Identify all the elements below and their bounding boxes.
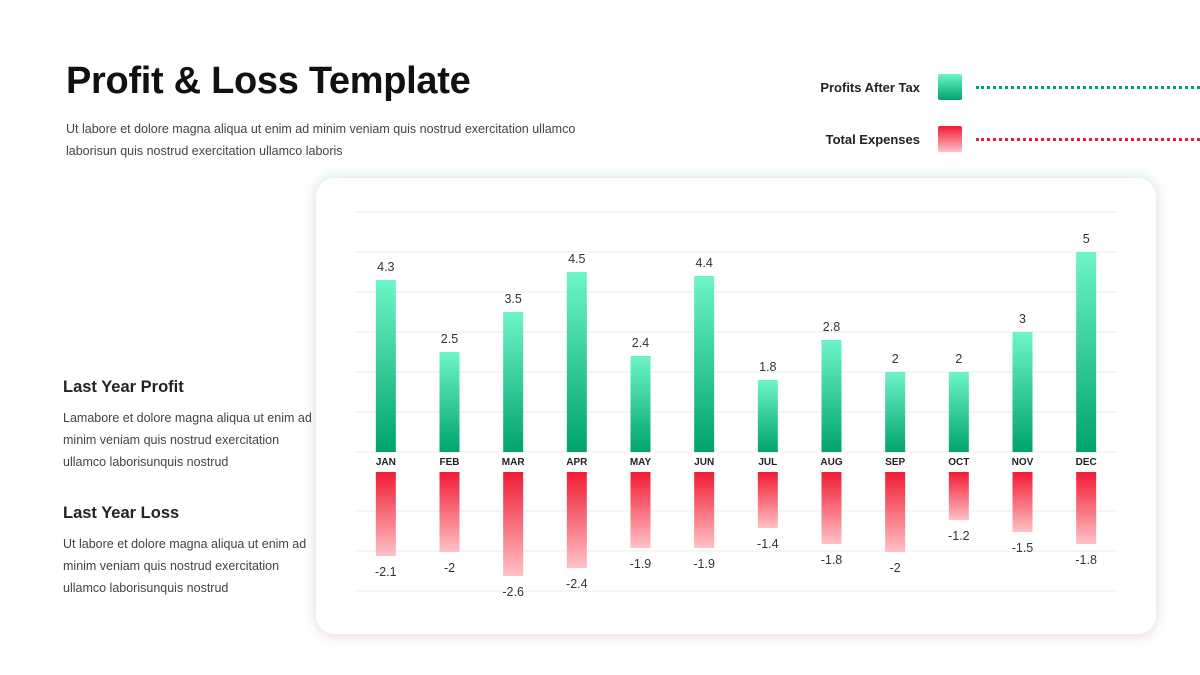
data-label-profit: 2 [892, 352, 899, 366]
data-label-profit: 4.4 [695, 256, 712, 270]
x-tick-label: MAR [502, 457, 526, 468]
bar-expense-oct [948, 472, 969, 520]
legend-item-profit: Profits After Tax [780, 74, 1200, 104]
bar-expense-aug [821, 472, 842, 544]
x-tick-label: JAN [376, 457, 396, 468]
bar-profit-nov [1012, 332, 1033, 452]
bar-profit-feb [439, 352, 460, 452]
x-tick-label: NOV [1012, 457, 1034, 468]
data-label-profit: 3 [1019, 312, 1026, 326]
x-tick-label: OCT [948, 457, 969, 468]
data-label-profit: 2 [955, 352, 962, 366]
chart-card: 4.3 JAN -2.1 2.5 FEB -2 3.5 MAR -2.6 4.5 APR -2.4 2.… [316, 178, 1156, 634]
x-tick-label: APR [566, 457, 588, 468]
bar-expense-jun [694, 472, 715, 548]
data-label-profit: 2.5 [441, 332, 458, 346]
x-tick-label: JUN [694, 457, 714, 468]
bar-expense-may [630, 472, 651, 548]
data-label-expense: -2.6 [502, 585, 524, 599]
loss-summary: Last Year Loss Ut labore et dolore magna… [63, 504, 313, 599]
bar-profit-aug [821, 340, 842, 452]
x-tick-label: JUL [758, 457, 777, 468]
bar-profit-sep [885, 372, 906, 452]
legend-item-expense: Total Expenses [780, 126, 1200, 156]
bar-profit-jun [694, 276, 715, 452]
legend-dotted-line-expense [976, 138, 1200, 141]
page-subtitle: Ut labore et dolore magna aliqua ut enim… [66, 122, 576, 158]
data-label-profit: 4.5 [568, 252, 585, 266]
profit-summary-text: Lamabore et dolore magna aliqua ut enim … [63, 411, 312, 469]
bar-profit-dec [1076, 252, 1097, 452]
loss-summary-text: Ut labore et dolore magna aliqua ut enim… [63, 537, 307, 595]
data-label-expense: -1.8 [1075, 553, 1097, 567]
legend-swatch-expense [938, 126, 962, 152]
data-label-expense: -2 [444, 561, 455, 575]
bar-profit-jan [375, 280, 396, 452]
x-tick-label: FEB [440, 457, 460, 468]
bar-expense-apr [566, 472, 587, 568]
data-label-expense: -2.1 [375, 565, 397, 579]
bar-expense-sep [885, 472, 906, 552]
x-tick-label: AUG [820, 457, 842, 468]
data-label-profit: 3.5 [504, 292, 521, 306]
bar-profit-apr [566, 272, 587, 452]
data-label-expense: -1.2 [948, 529, 970, 543]
legend-swatch-profit [938, 74, 962, 100]
data-label-profit: 4.3 [377, 260, 394, 274]
data-label-profit: 5 [1083, 232, 1090, 246]
bar-expense-nov [1012, 472, 1033, 532]
profit-loss-chart: 4.3 JAN -2.1 2.5 FEB -2 3.5 MAR -2.6 4.5 APR -2.4 2.… [354, 211, 1118, 599]
bar-profit-jul [757, 380, 778, 452]
legend-label-profit: Profits After Tax [820, 80, 920, 95]
legend-label-expense: Total Expenses [825, 132, 920, 147]
data-label-expense: -1.9 [630, 557, 652, 571]
bar-profit-oct [948, 372, 969, 452]
data-label-profit: 1.8 [759, 360, 776, 374]
page-title: Profit & Loss Template [66, 60, 471, 102]
bar-expense-feb [439, 472, 460, 552]
data-label-expense: -2.4 [566, 577, 588, 591]
bar-expense-jul [757, 472, 778, 528]
legend-dotted-line-profit [976, 86, 1200, 89]
bar-expense-jan [375, 472, 396, 556]
x-tick-label: SEP [885, 457, 905, 468]
bar-expense-mar [503, 472, 524, 576]
data-label-expense: -1.4 [757, 537, 779, 551]
profit-summary: Last Year Profit Lamabore et dolore magn… [63, 378, 313, 473]
chart-bars: 4.3 JAN -2.1 2.5 FEB -2 3.5 MAR -2.6 4.5 APR -2.4 2.… [375, 232, 1097, 599]
data-label-profit: 2.8 [823, 320, 840, 334]
data-label-expense: -1.9 [693, 557, 715, 571]
profit-summary-heading: Last Year Profit [63, 378, 184, 396]
chart-gridlines [354, 211, 1118, 592]
loss-summary-heading: Last Year Loss [63, 504, 180, 522]
data-label-profit: 2.4 [632, 336, 649, 350]
data-label-expense: -1.5 [1012, 541, 1034, 555]
bar-profit-may [630, 356, 651, 452]
bar-profit-mar [503, 312, 524, 452]
x-tick-label: MAY [630, 457, 652, 468]
chart-legend: Profits After Tax Total Expenses [780, 0, 1200, 170]
data-label-expense: -2 [890, 561, 901, 575]
x-tick-label: DEC [1076, 457, 1097, 468]
bar-expense-dec [1076, 472, 1097, 544]
data-label-expense: -1.8 [821, 553, 843, 567]
